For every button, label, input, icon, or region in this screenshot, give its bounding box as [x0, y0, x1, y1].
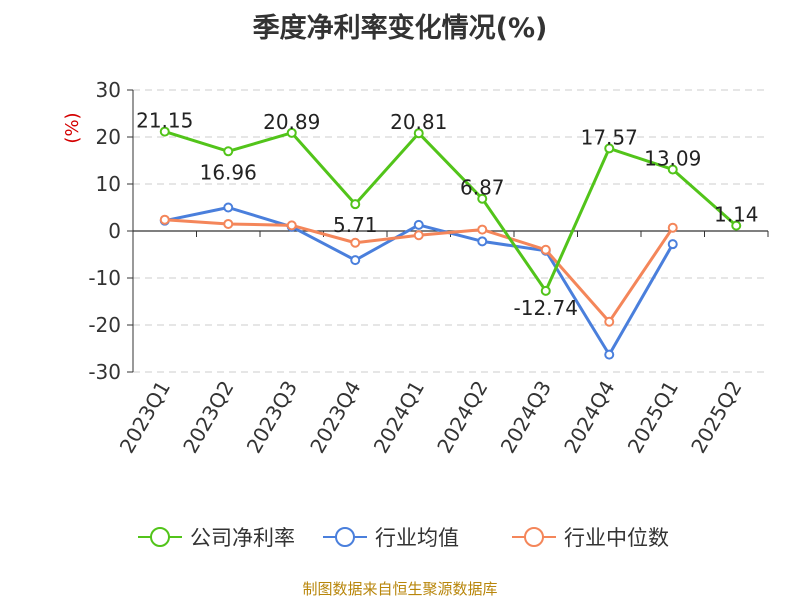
y-tick-label: -10	[88, 266, 121, 290]
x-tick-label: 2024Q4	[559, 377, 619, 458]
data-point	[604, 316, 615, 327]
x-tick-label: 2024Q1	[369, 377, 429, 458]
data-label: 5.71	[333, 213, 378, 237]
y-tick-label: -20	[88, 313, 121, 337]
legend-marker	[524, 527, 544, 547]
y-tick-label: 30	[96, 78, 121, 102]
y-tick-label: 20	[96, 125, 121, 149]
legend-marker	[335, 527, 355, 547]
source-note: 制图数据来自恒生聚源数据库	[302, 580, 498, 598]
legend-marker	[150, 527, 170, 547]
x-tick-label: 2025Q1	[623, 377, 683, 458]
x-tick-label: 2023Q4	[305, 377, 365, 458]
data-label: 6.87	[460, 176, 505, 200]
data-point	[223, 146, 234, 157]
y-tick-label: 0	[108, 219, 121, 243]
data-point	[350, 255, 361, 266]
data-point	[350, 237, 361, 248]
chart-title: 季度净利率变化情况(%)	[252, 13, 548, 44]
data-label: 1.14	[714, 203, 759, 227]
data-point	[413, 219, 424, 230]
legend-label: 行业中位数	[564, 526, 669, 550]
y-tick-label: 10	[96, 172, 121, 196]
data-label: 17.57	[581, 125, 638, 149]
legend-label: 公司净利率	[190, 526, 295, 550]
data-label: 20.81	[390, 110, 447, 134]
x-tick-label: 2025Q2	[686, 377, 746, 458]
data-point	[731, 220, 742, 231]
x-tick-label: 2023Q1	[115, 377, 175, 458]
data-point	[159, 214, 170, 225]
data-label: 13.09	[644, 146, 701, 170]
data-point	[223, 202, 234, 213]
data-label: -12.74	[514, 296, 578, 320]
x-tick-label: 2024Q2	[432, 377, 492, 458]
data-point	[667, 239, 678, 250]
data-point	[667, 164, 678, 175]
data-point	[413, 230, 424, 241]
series-line	[164, 130, 738, 293]
data-point	[540, 285, 551, 296]
data-point	[604, 143, 615, 154]
data-point	[286, 127, 297, 138]
data-point	[667, 222, 678, 233]
data-point	[413, 128, 424, 139]
x-tick-label: 2024Q3	[496, 377, 556, 458]
data-point	[477, 224, 488, 235]
data-point	[223, 218, 234, 229]
data-point	[477, 236, 488, 247]
y-axis-label: (%)	[62, 112, 83, 143]
data-point	[477, 193, 488, 204]
x-tick-label: 2023Q3	[242, 377, 302, 458]
data-label: 20.89	[263, 110, 320, 134]
data-point	[350, 199, 361, 210]
data-label: 21.15	[136, 109, 193, 133]
data-point	[286, 220, 297, 231]
data-label: 16.96	[200, 160, 257, 184]
legend-label: 行业均值	[375, 526, 459, 550]
y-tick-label: -30	[88, 360, 121, 384]
x-tick-label: 2023Q2	[178, 377, 238, 458]
data-point	[604, 349, 615, 360]
data-point	[540, 244, 551, 255]
data-point	[159, 126, 170, 137]
